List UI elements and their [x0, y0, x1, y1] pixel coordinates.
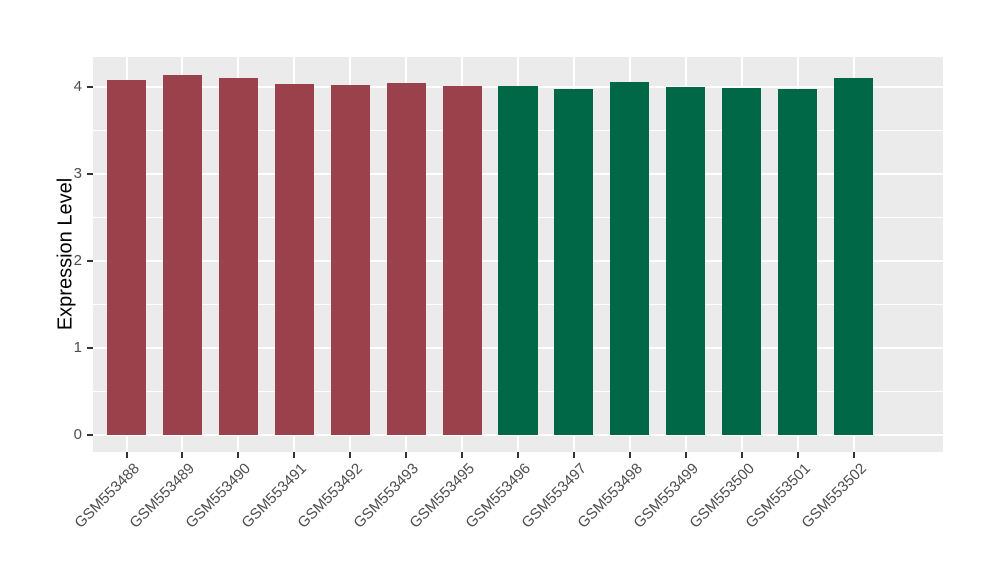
bar-GSM553501	[778, 88, 818, 435]
x-tick-mark	[517, 452, 519, 458]
x-tick-mark	[181, 452, 184, 458]
y-tick-mark	[87, 347, 93, 349]
y-tick-mark	[87, 260, 93, 262]
x-tick-mark	[461, 452, 464, 458]
bar-GSM553502	[833, 78, 874, 435]
bar-GSM553490	[218, 78, 258, 435]
x-tick-mark	[572, 452, 575, 458]
bar-GSM553488	[106, 80, 147, 435]
y-tick-label: 1	[73, 339, 82, 356]
x-tick-mark	[349, 452, 352, 458]
y-tick-mark	[87, 434, 93, 436]
plot-panel	[93, 57, 943, 452]
bar-GSM553499	[666, 87, 706, 435]
bar-GSM553497	[554, 88, 594, 435]
y-tick-label: 4	[73, 78, 82, 95]
bar-GSM553489	[162, 74, 203, 435]
bar-GSM553495	[442, 86, 482, 435]
x-tick-mark	[405, 452, 408, 458]
bar-GSM553491	[274, 84, 314, 435]
x-tick-mark	[293, 452, 296, 458]
y-tick-label: 0	[73, 426, 82, 443]
x-tick-mark	[684, 452, 687, 458]
bar-GSM553500	[722, 87, 762, 435]
y-tick-mark	[87, 86, 93, 88]
bar-GSM553492	[330, 85, 370, 435]
x-tick-mark	[628, 452, 631, 458]
x-tick-mark	[237, 452, 240, 458]
y-tick-mark	[87, 173, 93, 175]
x-tick-mark	[796, 452, 799, 458]
x-tick-mark	[125, 452, 128, 458]
bar-GSM553496	[498, 86, 538, 435]
bar-GSM553498	[610, 81, 650, 435]
y-tick-label: 3	[73, 165, 82, 182]
bar-GSM553493	[386, 82, 426, 435]
y-tick-label: 2	[73, 252, 82, 269]
x-tick-mark	[740, 452, 743, 458]
x-tick-mark	[852, 452, 855, 458]
